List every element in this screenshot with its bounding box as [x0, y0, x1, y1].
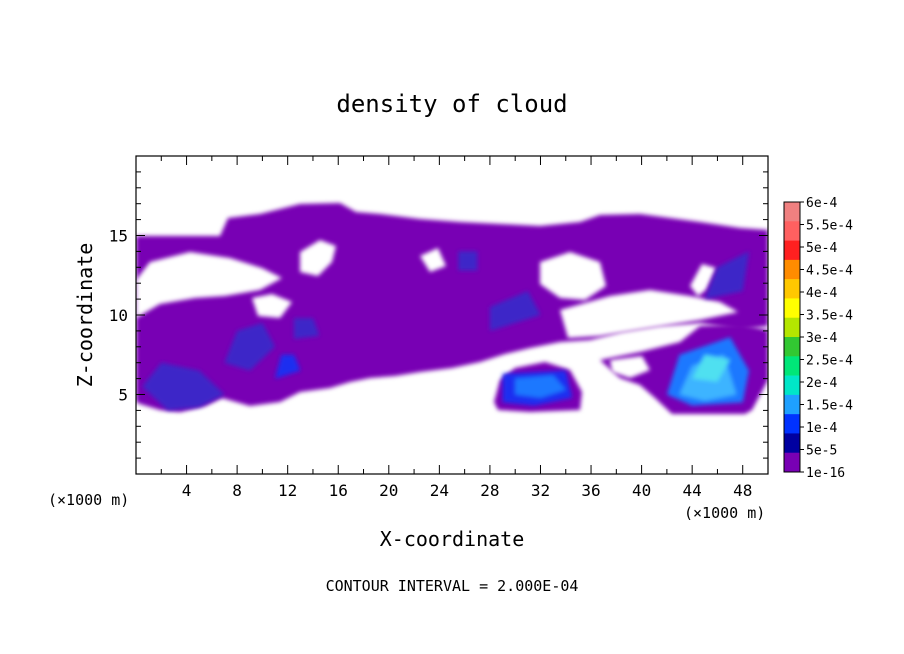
colorbar-swatch [784, 298, 800, 319]
colorbar-label: 3e-4 [806, 331, 837, 346]
cloud-contour-bands [142, 251, 749, 411]
x-tick-label: 8 [232, 481, 242, 500]
colorbar-label: 2e-4 [806, 376, 837, 391]
colorbar-label: 5e-5 [806, 444, 837, 459]
y-tick-labels: 5 10 15 [109, 227, 128, 405]
colorbar-swatch [784, 240, 800, 261]
colorbar-swatch [784, 259, 800, 280]
colorbar-label: 1e-16 [806, 466, 845, 481]
x-tick-label: 20 [379, 481, 398, 500]
colorbar-swatch [784, 202, 800, 222]
x-tick-label: 36 [581, 481, 600, 500]
colorbar-label: 1.5e-4 [806, 399, 853, 414]
colorbar-label: 5.5e-4 [806, 219, 853, 234]
x-tick-label: 4 [182, 481, 192, 500]
x-axis-label: X-coordinate [380, 527, 525, 551]
cloud-contour-region [704, 251, 749, 300]
colorbar-swatch [784, 356, 800, 376]
y-tick-label: 15 [109, 227, 128, 246]
cloud-contour-region [275, 354, 301, 379]
clear-air-gaps [136, 240, 768, 474]
cloud-contour-region [489, 291, 541, 331]
colorbar-swatch [784, 221, 800, 241]
colorbar-swatch [784, 452, 800, 473]
cloud-contour-region [692, 354, 731, 382]
contour-interval-note: CONTOUR INTERVAL = 2.000E-04 [326, 577, 579, 595]
colorbar-swatch [784, 279, 800, 299]
colorbar-label: 2.5e-4 [806, 354, 853, 369]
x-tick-label: 24 [430, 481, 449, 500]
colorbar-label: 5e-4 [806, 241, 837, 256]
colorbar-label: 6e-4 [806, 196, 837, 211]
x-unit-label: (×1000 m) [684, 504, 765, 522]
y-tick-label: 5 [118, 386, 128, 405]
cloud-contour-region [458, 251, 478, 271]
axis-ticks [136, 156, 768, 474]
colorbar-swatch [784, 394, 800, 415]
cloud-contour-region [515, 375, 566, 398]
chart-title: density of cloud [336, 90, 567, 118]
cloud-contour-region [142, 362, 225, 411]
x-tick-labels: 4 8 12 16 20 24 28 32 36 40 44 48 [182, 481, 753, 500]
x-tick-label: 16 [329, 481, 348, 500]
y-axis-label: Z-coordinate [73, 243, 97, 388]
x-tick-label: 48 [733, 481, 752, 500]
x-tick-label: 44 [683, 481, 702, 500]
colorbar: 6e-4 5.5e-4 5e-4 4.5e-4 4e-4 3.5e-4 3e-4 2.5e-4… [783, 196, 853, 481]
cloud-contour-region [224, 323, 275, 371]
plot-area [136, 203, 768, 474]
colorbar-swatch [784, 433, 800, 454]
cloud-contour-region [294, 318, 320, 339]
colorbar-swatch [784, 337, 800, 357]
y-tick-label: 10 [109, 306, 128, 325]
colorbar-label: 4.5e-4 [806, 264, 853, 279]
colorbar-label: 4e-4 [806, 286, 837, 301]
x-tick-label: 40 [632, 481, 651, 500]
x-tick-label: 28 [480, 481, 499, 500]
colorbar-label: 1e-4 [806, 421, 837, 436]
colorbar-label: 3.5e-4 [806, 309, 853, 324]
z-unit-label: (×1000 m) [48, 491, 129, 509]
colorbar-swatch [784, 375, 800, 396]
colorbar-swatch [784, 317, 800, 338]
colorbar-swatch [784, 414, 800, 434]
x-tick-label: 12 [278, 481, 297, 500]
x-tick-label: 32 [531, 481, 550, 500]
